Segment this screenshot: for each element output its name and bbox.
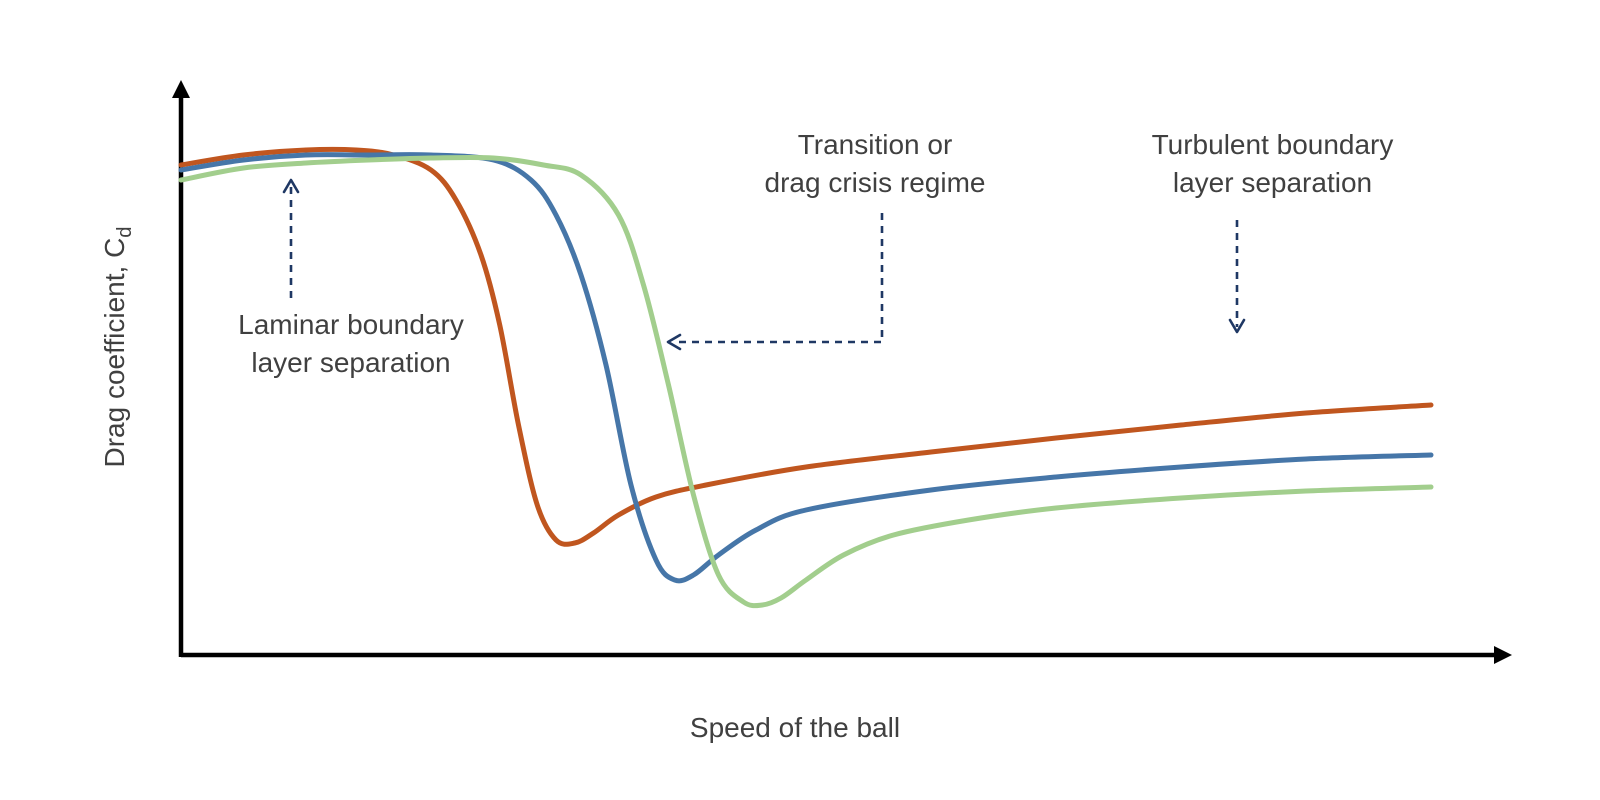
y-axis-label: Drag coefficient, Cd xyxy=(99,226,137,467)
annotation-transition-line2: drag crisis regime xyxy=(764,166,986,198)
annotation-laminar-line2: layer separation xyxy=(251,346,451,378)
annotation-transition-label: Transition or drag crisis regime xyxy=(725,126,1025,201)
y-axis-label-subscript: d xyxy=(113,226,136,238)
blue-curve-middle-transition xyxy=(178,152,1434,584)
annotation-turbulent-label: Turbulent boundary layer separation xyxy=(1120,126,1425,201)
green-curve-latest-transition xyxy=(178,154,1434,609)
y-axis-label-main: Drag coefficient, C xyxy=(99,237,131,468)
annotation-laminar-label: Laminar boundary layer separation xyxy=(196,306,506,381)
annotation-transition-line1: Transition or xyxy=(797,129,953,160)
annotation-laminar-line1: Laminar boundary xyxy=(238,309,464,340)
annotation-turbulent-line1: Turbulent boundary xyxy=(1151,129,1394,160)
x-axis-label: Speed of the ball xyxy=(689,712,901,743)
annotation-turbulent-line2: layer separation xyxy=(1172,166,1373,198)
